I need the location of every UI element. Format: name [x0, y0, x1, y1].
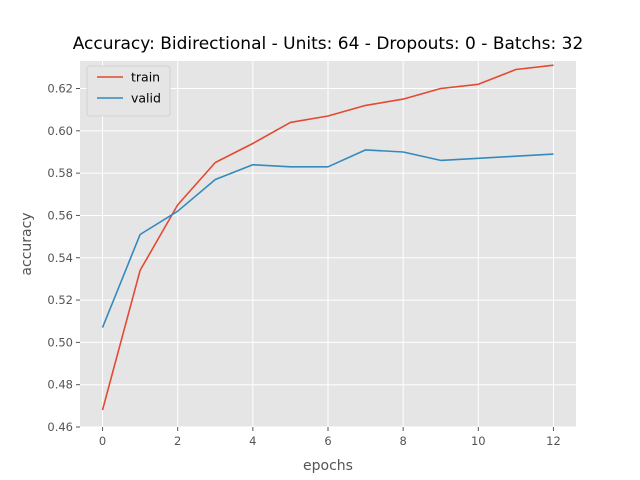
y-tick-label: 0.56: [47, 208, 73, 222]
x-tick-label: 2: [174, 434, 181, 448]
x-axis-label: epochs: [303, 458, 353, 474]
y-tick-label: 0.54: [47, 251, 73, 265]
legend-label-valid: valid: [131, 91, 161, 106]
y-tick-label: 0.48: [47, 378, 73, 392]
x-tick-label: 8: [399, 434, 406, 448]
y-tick-label: 0.60: [47, 124, 73, 138]
x-tick-label: 10: [471, 434, 486, 448]
legend-label-train: train: [131, 70, 160, 85]
chart-title: Accuracy: Bidirectional - Units: 64 - Dr…: [73, 34, 584, 54]
y-tick-label: 0.46: [47, 420, 73, 434]
y-tick-label: 0.50: [47, 335, 73, 349]
legend-box: [86, 65, 171, 117]
y-tick-label: 0.52: [47, 293, 73, 307]
series-line-train: [101, 64, 554, 411]
y-tick-label: 0.58: [47, 166, 73, 180]
x-axis-ticks: 0 2 4 6 8 10 12: [99, 427, 561, 448]
x-tick-label: 0: [99, 434, 106, 448]
x-tick-label: 4: [249, 434, 256, 448]
series-line-valid: [101, 149, 554, 328]
y-axis-ticks: 0.46 0.48 0.50 0.52 0.54 0.56 0.58 0.60 0.62: [47, 82, 80, 434]
series-lines: [101, 64, 554, 411]
y-tick-label: 0.62: [47, 82, 73, 96]
x-tick-label: 6: [324, 434, 331, 448]
legend: train valid: [86, 65, 171, 117]
x-tick-label: 12: [546, 434, 561, 448]
y-axis-label: accuracy: [19, 212, 35, 275]
